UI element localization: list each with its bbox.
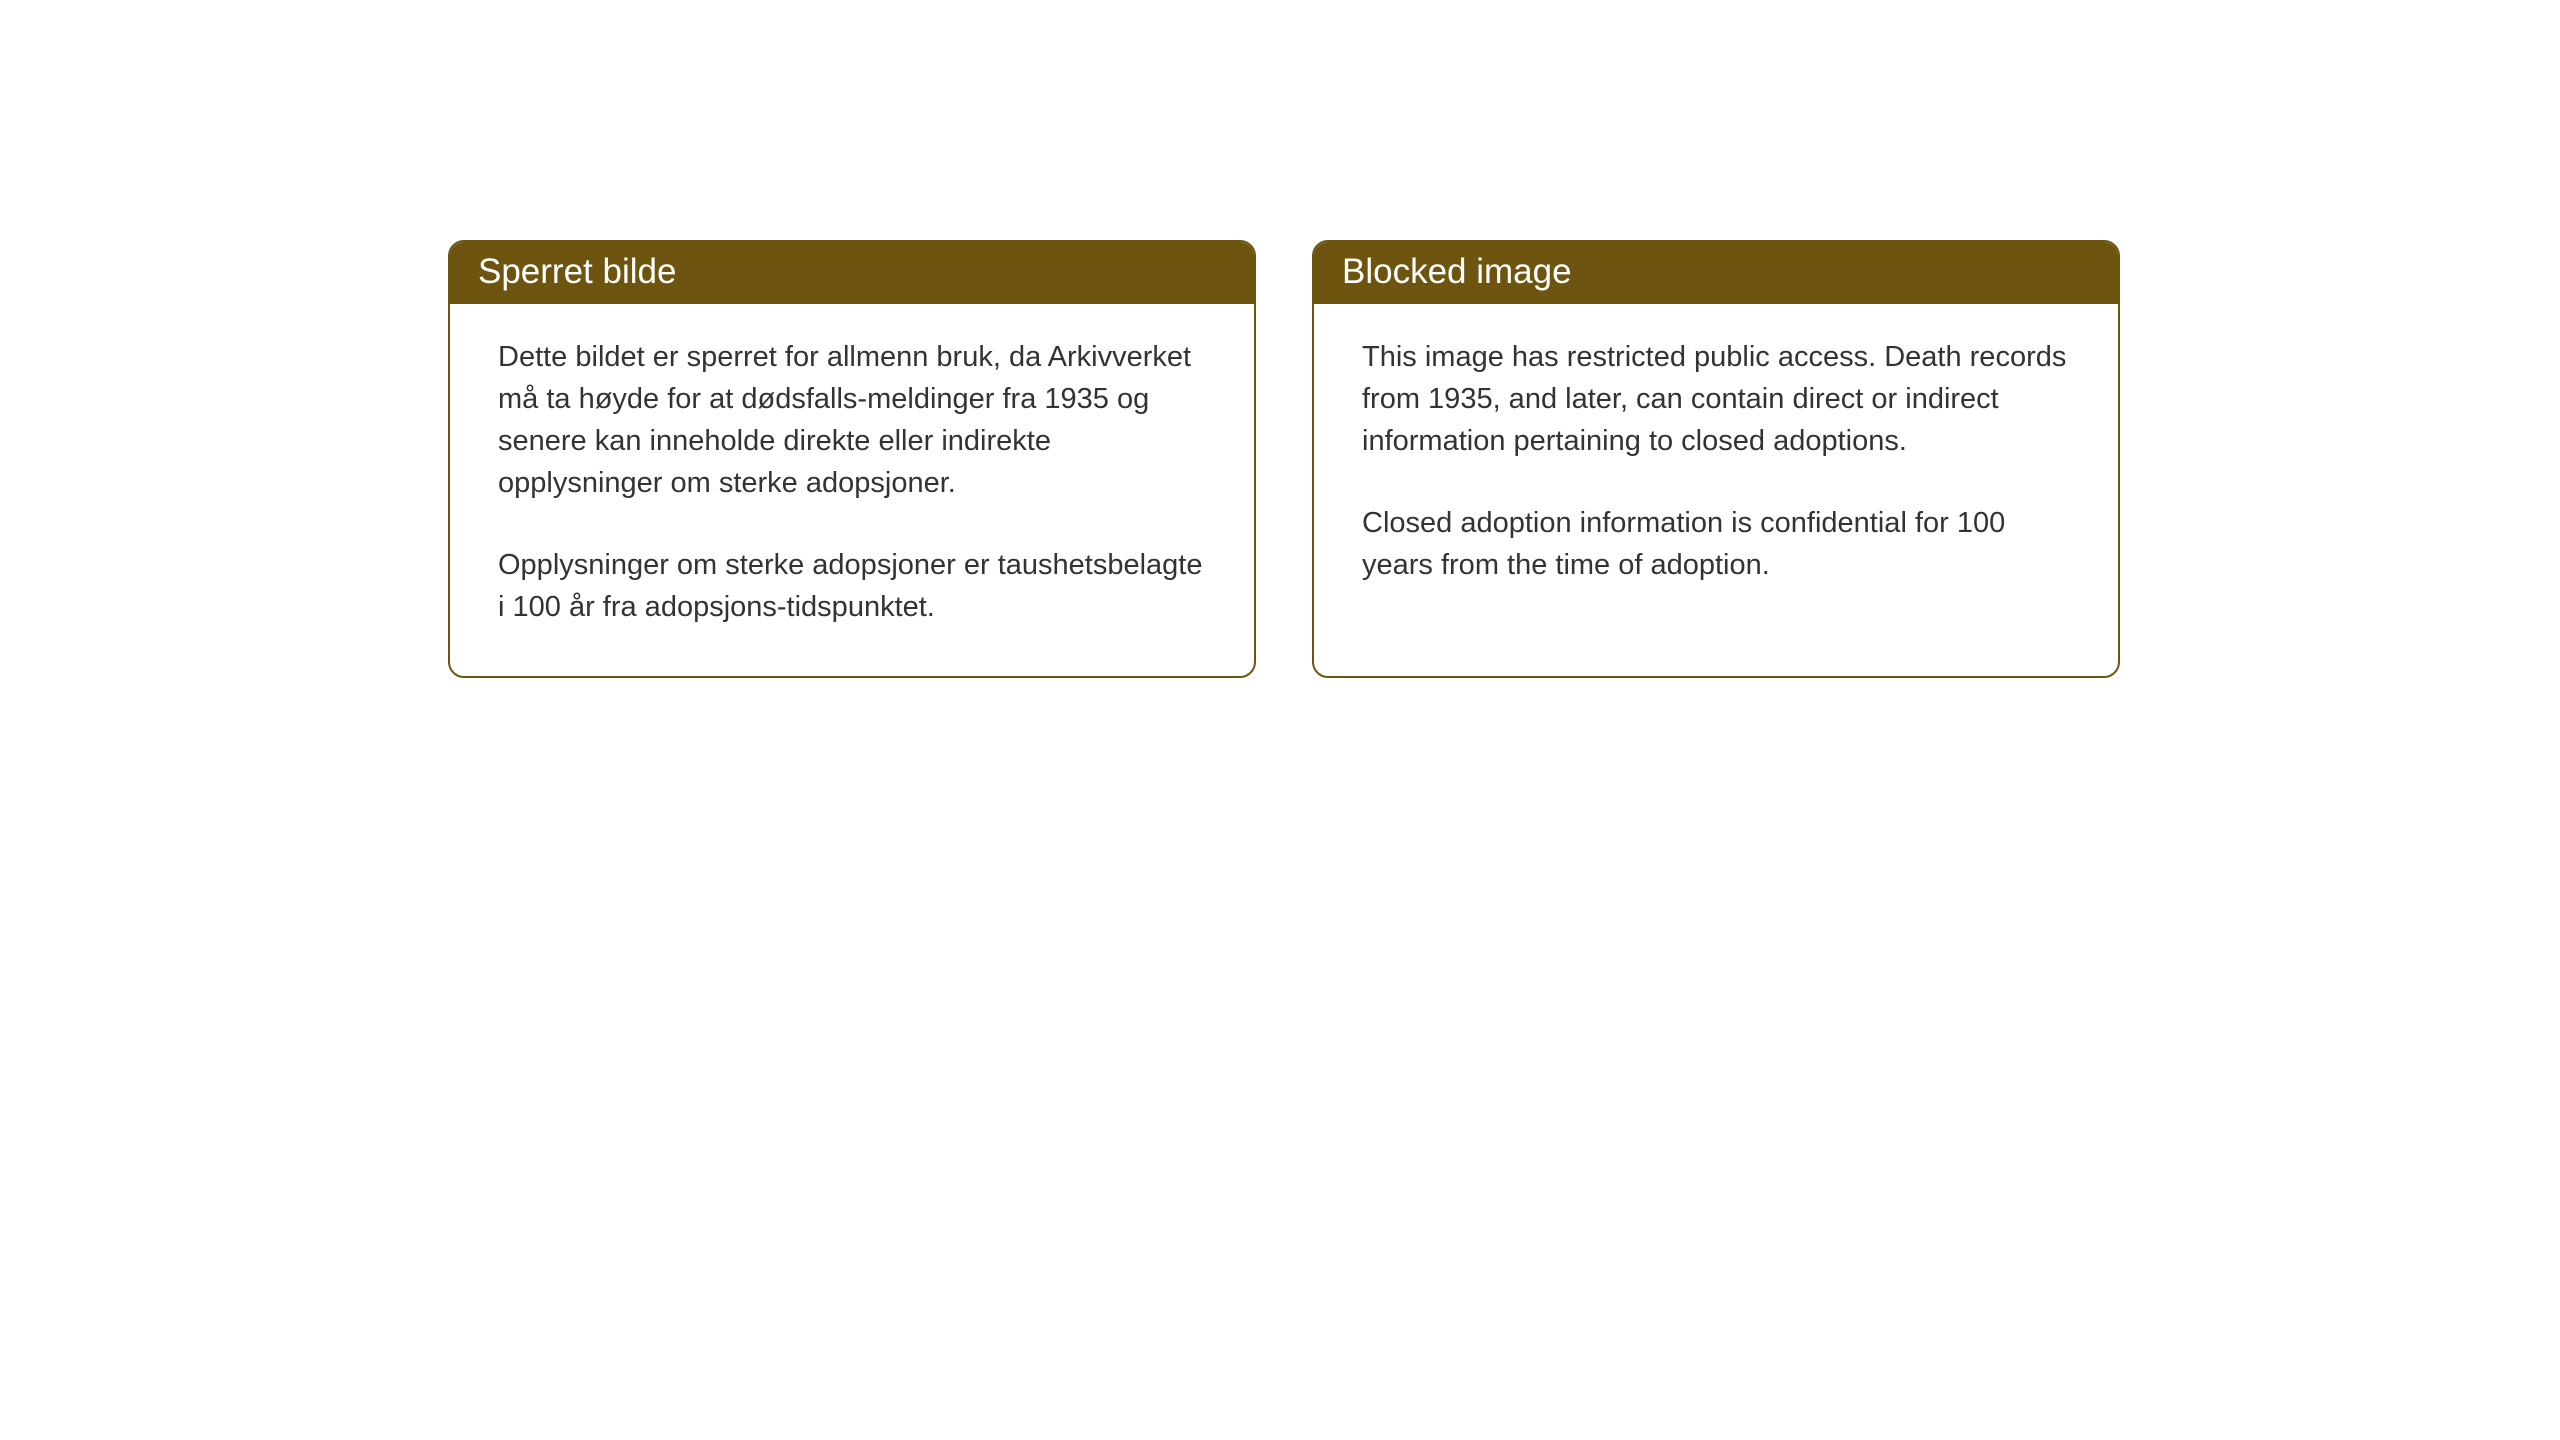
notice-box-norwegian: Sperret bilde Dette bildet er sperret fo…	[448, 240, 1256, 678]
notice-box-english: Blocked image This image has restricted …	[1312, 240, 2120, 678]
notice-title-norwegian: Sperret bilde	[450, 242, 1254, 304]
notice-paragraph-1-english: This image has restricted public access.…	[1362, 336, 2070, 462]
notice-title-english: Blocked image	[1314, 242, 2118, 304]
notice-paragraph-1-norwegian: Dette bildet er sperret for allmenn bruk…	[498, 336, 1206, 504]
notice-body-norwegian: Dette bildet er sperret for allmenn bruk…	[450, 304, 1254, 676]
notice-body-english: This image has restricted public access.…	[1314, 304, 2118, 634]
notice-container: Sperret bilde Dette bildet er sperret fo…	[0, 0, 2560, 678]
notice-paragraph-2-english: Closed adoption information is confident…	[1362, 502, 2070, 586]
notice-paragraph-2-norwegian: Opplysninger om sterke adopsjoner er tau…	[498, 544, 1206, 628]
